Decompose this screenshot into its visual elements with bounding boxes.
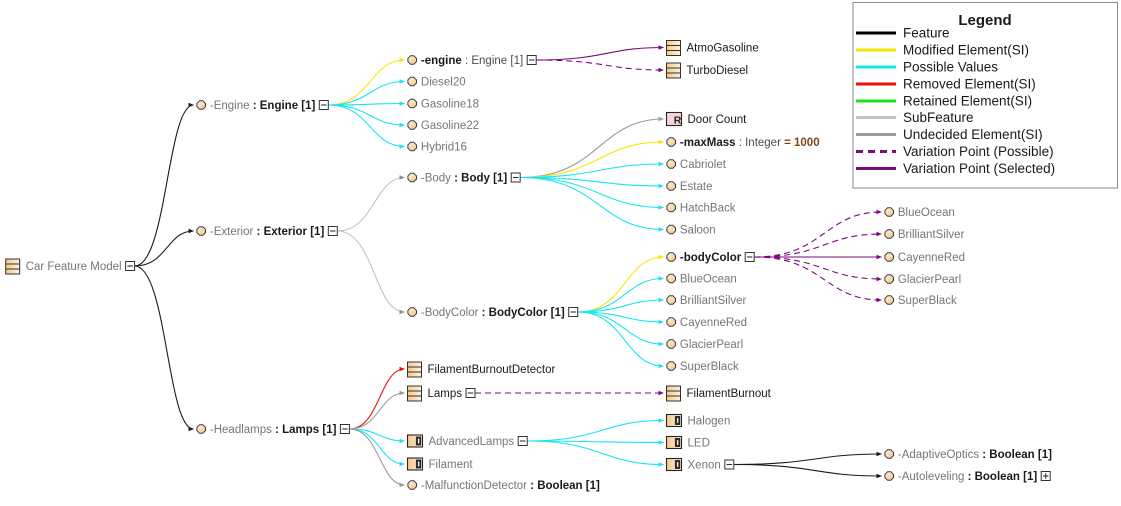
svg-text:Undecided Element(SI): Undecided Element(SI)	[903, 127, 1043, 142]
svg-text:Hybrid16: Hybrid16	[421, 142, 467, 154]
svg-text:Variation Point (Possible): Variation Point (Possible)	[903, 144, 1054, 159]
svg-text:AtmoGasoline: AtmoGasoline	[687, 43, 759, 55]
svg-text:TurboDiesel: TurboDiesel	[687, 65, 749, 77]
svg-text:Filament: Filament	[429, 459, 474, 471]
svg-text:Gasoline22: Gasoline22	[421, 120, 479, 132]
svg-text:-Body : Body [1]: -Body : Body [1]	[421, 173, 507, 185]
svg-text:GlacierPearl: GlacierPearl	[898, 274, 961, 286]
svg-text:BrilliantSilver: BrilliantSilver	[898, 229, 965, 241]
svg-text:SuperBlack: SuperBlack	[680, 361, 739, 373]
svg-text:Xenon: Xenon	[688, 460, 721, 472]
svg-text:Cabriolet: Cabriolet	[680, 159, 727, 171]
svg-text:Estate: Estate	[680, 181, 713, 193]
svg-text:-Headlamps : Lamps [1]: -Headlamps : Lamps [1]	[210, 424, 337, 436]
svg-text:Halogen: Halogen	[688, 416, 731, 428]
svg-text:BrilliantSilver: BrilliantSilver	[680, 295, 747, 307]
svg-text:Lamps: Lamps	[428, 388, 463, 400]
svg-text:BlueOcean: BlueOcean	[898, 207, 955, 219]
svg-text:-BodyColor : BodyColor [1]: -BodyColor : BodyColor [1]	[421, 307, 565, 319]
svg-text:Legend: Legend	[958, 12, 1011, 29]
svg-text:AdvancedLamps: AdvancedLamps	[429, 436, 515, 448]
svg-text:-Engine : Engine [1]: -Engine : Engine [1]	[210, 100, 316, 112]
svg-text:BlueOcean: BlueOcean	[680, 274, 737, 286]
svg-text:Variation Point (Selected): Variation Point (Selected)	[903, 161, 1055, 176]
svg-text:SubFeature: SubFeature	[903, 110, 974, 125]
svg-text:Retained Element(SI): Retained Element(SI)	[903, 94, 1032, 109]
svg-text:LED: LED	[688, 438, 710, 450]
svg-text:-MalfunctionDetector : Boolean: -MalfunctionDetector : Boolean [1]	[421, 480, 600, 492]
svg-text:Saloon: Saloon	[680, 225, 716, 237]
svg-text:-bodyColor: -bodyColor	[680, 252, 742, 264]
svg-text:-AdaptiveOptics : Boolean [1]: -AdaptiveOptics : Boolean [1]	[898, 449, 1052, 461]
svg-text:FilamentBurnoutDetector: FilamentBurnoutDetector	[428, 364, 556, 376]
svg-text:-maxMass : Integer = 1000: -maxMass : Integer = 1000	[680, 137, 820, 149]
svg-text:SuperBlack: SuperBlack	[898, 295, 957, 307]
svg-text:CayenneRed: CayenneRed	[898, 252, 965, 264]
svg-text:Door Count: Door Count	[688, 114, 748, 126]
svg-text:Diesel20: Diesel20	[421, 77, 466, 89]
svg-text:-Autoleveling : Boolean [1]: -Autoleveling : Boolean [1]	[898, 471, 1037, 483]
svg-text:Car Feature Model: Car Feature Model	[26, 261, 122, 273]
svg-text:Modified Element(SI): Modified Element(SI)	[903, 43, 1029, 58]
svg-text:CayenneRed: CayenneRed	[680, 317, 747, 329]
svg-text:Gasoline18: Gasoline18	[421, 99, 479, 111]
svg-text:Possible Values: Possible Values	[903, 60, 998, 75]
svg-text:Feature: Feature	[903, 26, 950, 41]
svg-text:Removed Element(SI): Removed Element(SI)	[903, 77, 1036, 92]
svg-text:GlacierPearl: GlacierPearl	[680, 339, 743, 351]
svg-text:-engine : Engine [1]: -engine : Engine [1]	[421, 55, 523, 67]
svg-text:-Exterior : Exterior [1]: -Exterior : Exterior [1]	[210, 226, 325, 238]
svg-text:FilamentBurnout: FilamentBurnout	[687, 388, 772, 400]
svg-text:HatchBack: HatchBack	[680, 203, 736, 215]
